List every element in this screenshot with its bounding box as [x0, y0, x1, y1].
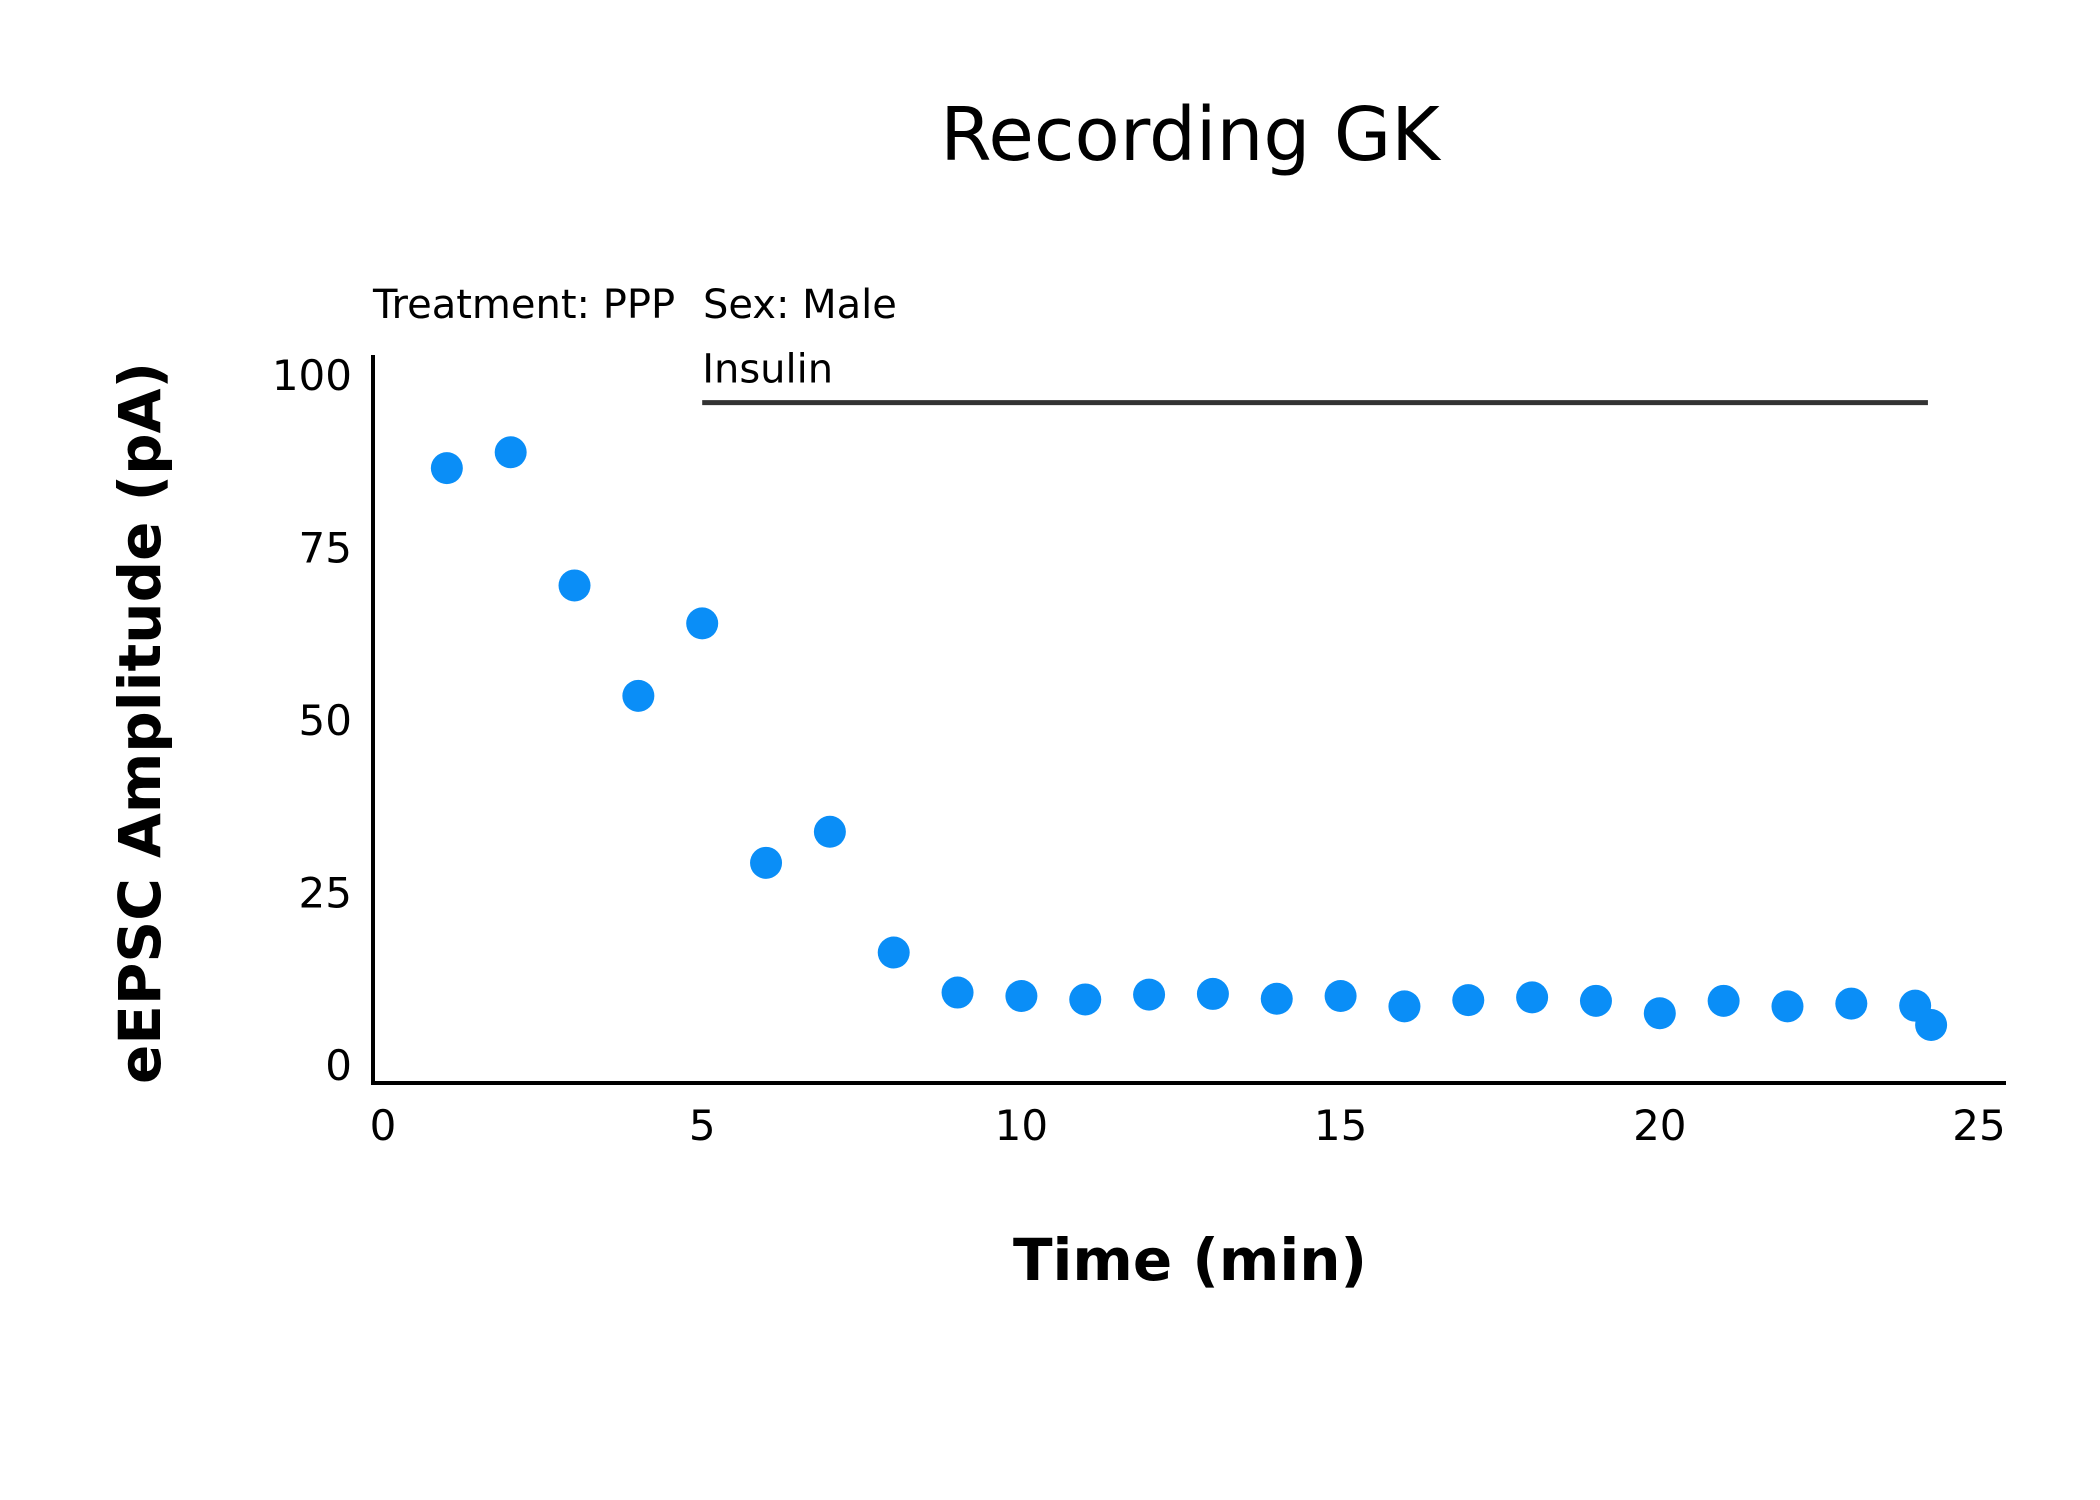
data-point: [941, 976, 974, 1009]
data-points: [430, 436, 1948, 1041]
data-point: [1069, 983, 1102, 1016]
data-point: [877, 936, 910, 969]
data-point: [1388, 990, 1421, 1023]
data-point: [1771, 990, 1804, 1023]
x-axis-label: Time (min): [1013, 1226, 1367, 1294]
data-point: [1707, 984, 1740, 1017]
y-tick-label: 100: [272, 351, 352, 400]
y-axis-label: eEPSC Amplitude (pA): [106, 362, 174, 1084]
data-point: [1260, 982, 1293, 1015]
data-point: [430, 452, 463, 485]
data-point: [622, 679, 655, 712]
data-point: [1133, 978, 1166, 1011]
data-point: [686, 607, 719, 640]
data-point: [558, 569, 591, 602]
x-tick-label: 15: [1314, 1101, 1367, 1150]
y-tick-label: 25: [299, 869, 352, 918]
data-point: [1324, 980, 1357, 1012]
sex-label: Sex: Male: [703, 282, 897, 328]
data-point: [1196, 977, 1229, 1010]
treatment-label: Treatment: PPP: [372, 282, 675, 328]
x-tick-label: 0: [370, 1101, 397, 1150]
data-point: [1516, 981, 1549, 1014]
x-tick-label: 20: [1633, 1101, 1686, 1150]
x-tick-labels: 0 5 10 15 20 25: [370, 1101, 2006, 1150]
data-point: [1579, 984, 1612, 1017]
data-point: [1835, 987, 1868, 1020]
data-point: [1643, 997, 1676, 1030]
x-tick-label: 25: [1952, 1101, 2005, 1150]
insulin-annotation: Insulin: [702, 347, 1928, 406]
data-point: [494, 436, 527, 469]
data-point: [750, 846, 783, 879]
x-tick-label: 5: [689, 1101, 716, 1150]
y-tick-label: 50: [299, 696, 352, 745]
insulin-label: Insulin: [702, 347, 833, 393]
data-point: [1005, 980, 1038, 1012]
x-tick-label: 10: [995, 1101, 1048, 1150]
y-tick-label: 0: [325, 1041, 352, 1090]
data-point: [813, 815, 846, 848]
chart-title: Recording GK: [940, 92, 1442, 178]
data-point: [1915, 1008, 1948, 1041]
y-tick-labels: 0 25 50 75 100: [272, 351, 352, 1090]
y-tick-label: 75: [299, 524, 352, 573]
data-point: [1452, 984, 1485, 1017]
